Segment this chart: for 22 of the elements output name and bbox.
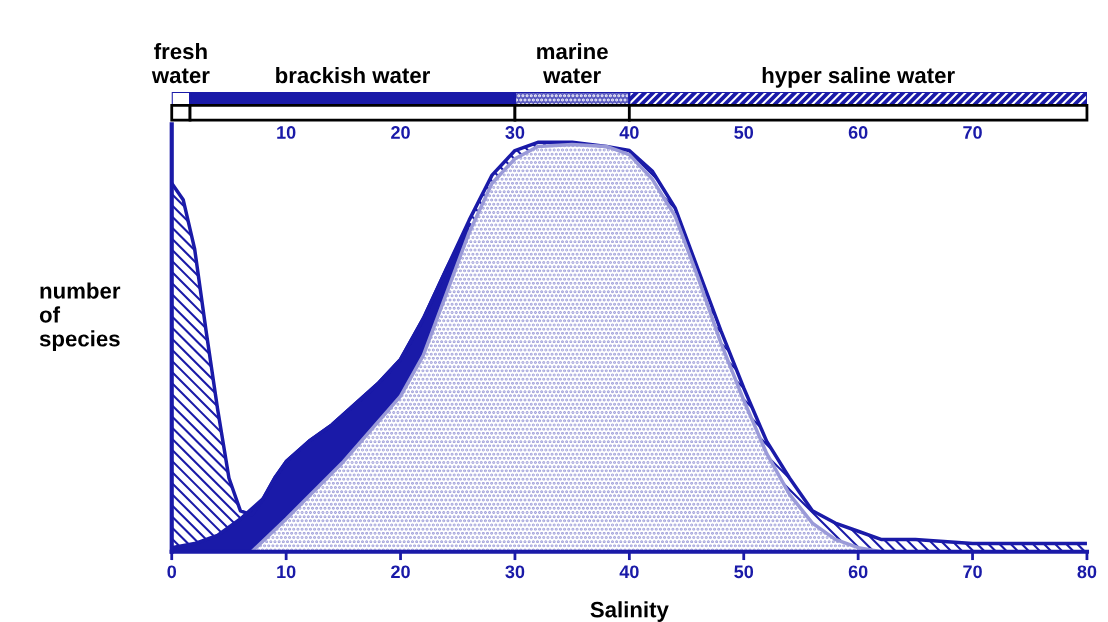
x-tick-label: 30 <box>505 126 525 139</box>
x-tick-label: 50 <box>734 565 754 579</box>
y-axis-title: number of species <box>39 282 121 351</box>
x-tick-label: 70 <box>963 565 982 579</box>
series-label: hyper saline water <box>762 66 955 88</box>
x-tick-label: 70 <box>963 126 982 139</box>
x-tick-label: 60 <box>848 126 868 139</box>
series-label: brackish water <box>276 66 430 84</box>
series-label: fresh water <box>151 42 210 84</box>
x-tick-label: 80 <box>1077 565 1097 579</box>
x-tick-label: 40 <box>619 126 639 139</box>
x-tick-label: 20 <box>391 565 410 579</box>
x-tick-label: 20 <box>391 126 410 139</box>
x-tick-label: 30 <box>505 565 525 579</box>
x-tick-label: 10 <box>277 565 296 579</box>
x-tick-label: 10 <box>277 126 296 139</box>
x-tick-label: 40 <box>619 565 639 579</box>
series-label: marine water <box>537 42 608 84</box>
x-tick-label: 60 <box>848 565 868 579</box>
x-axis-title: Salinity <box>590 601 669 622</box>
x-tick-label: 50 <box>734 126 754 139</box>
x-tick-label: 0 <box>167 565 177 579</box>
